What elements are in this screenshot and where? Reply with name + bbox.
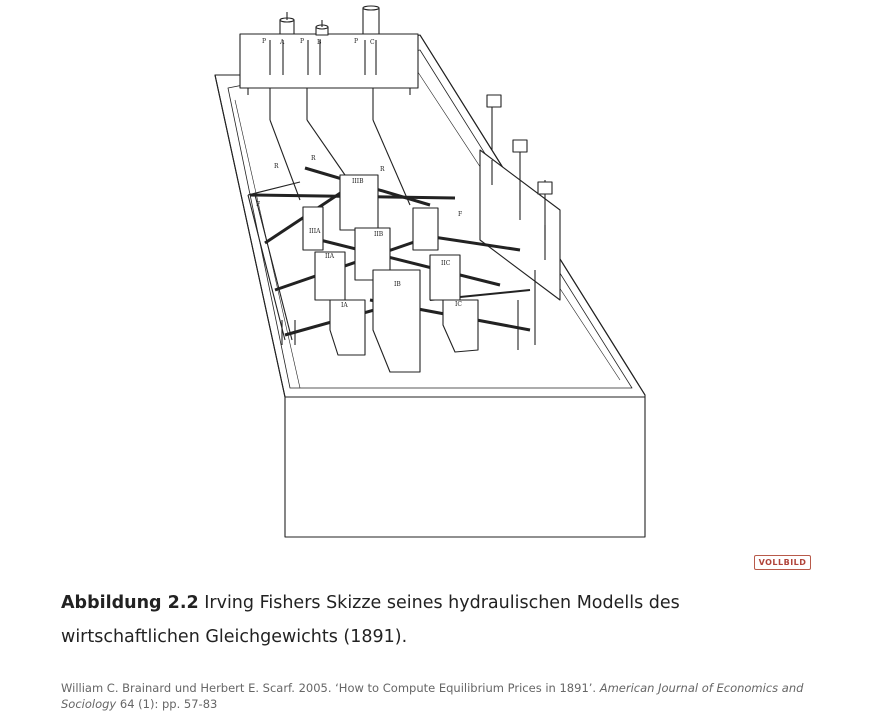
sketch-label: A xyxy=(279,39,285,46)
sketch-label: IIIB xyxy=(352,178,364,185)
sketch-label: F xyxy=(256,201,260,208)
figure-source: William C. Brainard und Herbert E. Scarf… xyxy=(61,680,821,712)
sketch-label: R xyxy=(380,166,385,173)
sketch-label: F xyxy=(458,211,462,218)
sketch-label: IC xyxy=(455,301,462,308)
sketch-label: R xyxy=(274,163,279,170)
sketch-label: IIA xyxy=(325,253,335,260)
source-journal: American Journal of Economics and Sociol… xyxy=(61,681,804,711)
sketch-label: IA xyxy=(341,302,348,309)
caption-label: Abbildung 2.2 xyxy=(61,593,199,613)
sketch-label: IB xyxy=(394,281,401,288)
sketch-label: IIIA xyxy=(309,228,321,235)
sketch-label: R xyxy=(311,155,316,162)
sketch-label: IIB xyxy=(374,231,384,238)
figure-sketch: P A P B P C R R R F F IIIB IIIA IIB IIA … xyxy=(214,5,646,538)
fullscreen-button[interactable]: VOLLBILD xyxy=(754,555,811,570)
source-authors-title: William C. Brainard und Herbert E. Scarf… xyxy=(61,681,600,695)
sketch-label: P xyxy=(300,38,304,45)
sketch-label: C xyxy=(370,39,375,46)
source-issue: 64 (1): pp. 57-83 xyxy=(116,697,218,711)
hydraulic-model-drawing: P A P B P C R R R F F IIIB IIIA IIB IIA … xyxy=(214,5,646,538)
sketch-label: P xyxy=(262,38,266,45)
sketch-label: B xyxy=(317,39,322,46)
sketch-label: P xyxy=(354,38,358,45)
sketch-label: IIC xyxy=(441,260,451,267)
figure-caption: Abbildung 2.2 Irving Fishers Skizze sein… xyxy=(61,586,821,654)
caption-text: Irving Fishers Skizze seines hydraulisch… xyxy=(61,593,680,647)
